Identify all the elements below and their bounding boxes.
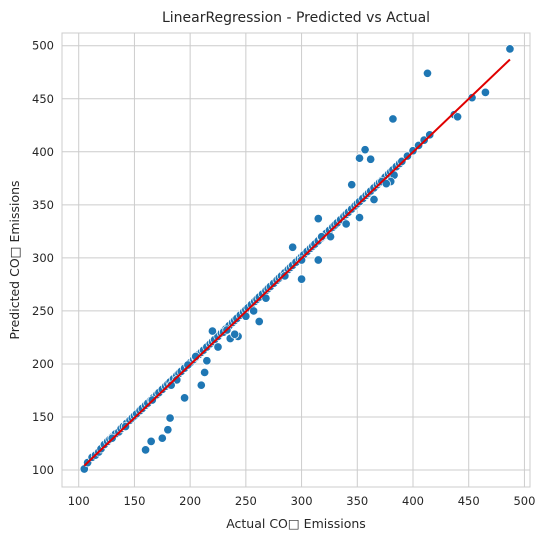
- data-point: [261, 293, 271, 303]
- data-point: [366, 154, 376, 164]
- fit-line-group: [83, 58, 511, 467]
- data-point: [354, 213, 365, 223]
- y-tick-label: 400: [32, 145, 54, 159]
- data-point: [347, 180, 357, 190]
- x-tick-label: 150: [123, 494, 145, 508]
- y-tick-label: 350: [32, 198, 54, 212]
- y-tick-label: 300: [32, 251, 54, 265]
- data-point: [288, 242, 298, 252]
- data-point: [388, 114, 398, 124]
- data-point: [254, 316, 264, 327]
- data-point: [313, 255, 323, 265]
- data-point: [354, 153, 365, 163]
- data-point: [163, 425, 173, 435]
- y-tick-label: 500: [32, 39, 54, 53]
- x-tick-label: 450: [458, 494, 480, 508]
- x-tick-labels: 100 150 200 250 300 350 400 450 500: [68, 494, 536, 508]
- data-point: [146, 436, 156, 446]
- data-point: [196, 380, 206, 390]
- y-tick-label: 150: [32, 410, 54, 424]
- x-axis-label: Actual CO□ Emissions: [226, 516, 366, 531]
- data-point: [313, 214, 323, 224]
- data-points: [79, 44, 515, 474]
- data-point: [297, 255, 307, 265]
- data-point: [157, 433, 167, 443]
- data-point: [213, 342, 223, 352]
- data-point: [381, 179, 391, 189]
- data-point: [369, 194, 379, 205]
- y-tick-label: 450: [32, 92, 54, 106]
- data-point: [317, 232, 327, 242]
- data-point: [180, 393, 190, 403]
- y-tick-labels: 100 150 200 250 300 350 400 450 500: [32, 39, 54, 477]
- data-point: [360, 145, 370, 155]
- plot-frame: [61, 32, 531, 488]
- y-axis-label: Predicted CO□ Emissions: [7, 180, 22, 339]
- data-point: [165, 413, 175, 423]
- x-tick-label: 400: [402, 494, 424, 508]
- data-point: [422, 68, 433, 78]
- data-point: [480, 87, 490, 97]
- data-point: [280, 271, 290, 281]
- data-point: [172, 375, 182, 385]
- x-tick-label: 300: [291, 494, 313, 508]
- data-point: [200, 367, 210, 377]
- chart-title: LinearRegression - Predicted vs Actual: [162, 10, 430, 26]
- data-point: [325, 232, 336, 242]
- fit-line: [83, 58, 511, 467]
- x-tick-label: 200: [179, 494, 201, 508]
- data-point: [183, 360, 193, 370]
- y-tick-label: 100: [32, 463, 54, 477]
- x-tick-label: 350: [346, 494, 368, 508]
- data-point: [230, 329, 240, 339]
- y-tick-label: 250: [32, 304, 54, 318]
- data-point: [207, 326, 217, 336]
- x-tick-label: 250: [235, 494, 257, 508]
- data-point: [341, 219, 351, 229]
- data-point: [453, 112, 463, 122]
- y-tick-label: 200: [32, 357, 54, 371]
- data-point: [505, 44, 515, 54]
- data-point: [467, 93, 477, 103]
- data-point: [297, 274, 307, 284]
- data-point: [249, 306, 259, 316]
- x-tick-label: 500: [513, 494, 535, 508]
- x-tick-label: 100: [68, 494, 90, 508]
- data-point: [141, 445, 151, 455]
- data-point: [166, 380, 176, 390]
- data-point: [202, 356, 212, 366]
